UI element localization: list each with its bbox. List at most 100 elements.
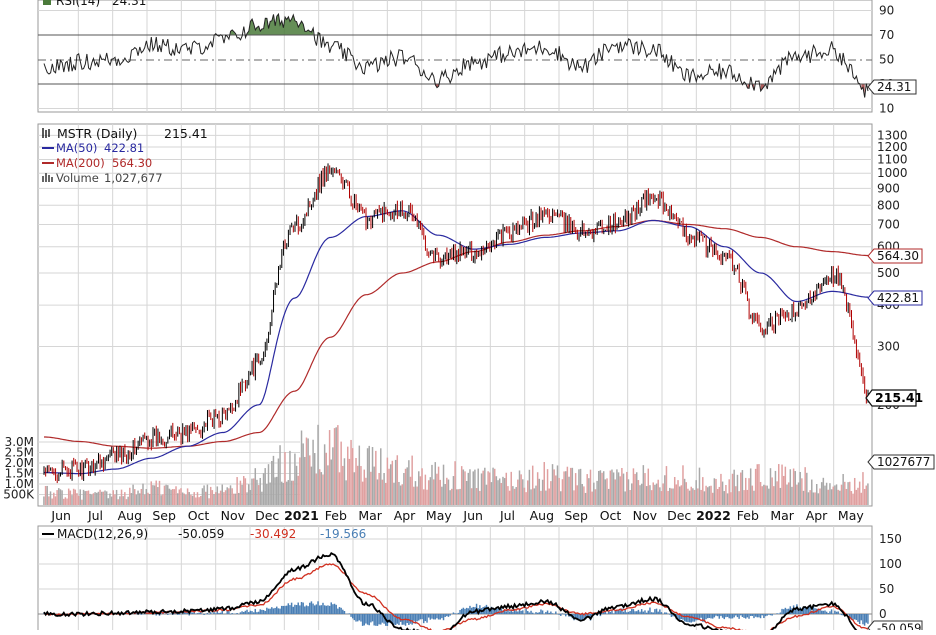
volume-bar <box>553 469 554 505</box>
macd-histogram-bar <box>438 614 439 620</box>
volume-bar <box>192 496 193 505</box>
macd-histogram-bar <box>646 613 647 614</box>
macd-histogram-bar <box>864 614 865 626</box>
volume-bar <box>307 438 308 505</box>
macd-histogram-bar <box>714 614 715 617</box>
macd-histogram-bar <box>208 614 209 615</box>
month-label: 2022 <box>696 508 731 523</box>
macd-histogram-bar <box>649 608 650 614</box>
macd-histogram-bar <box>752 614 753 616</box>
macd-histogram-bar <box>687 614 688 622</box>
volume-value-box: 1027677 <box>868 455 934 469</box>
volume-bar <box>271 461 272 505</box>
month-label: Mar <box>358 508 382 523</box>
volume-bar <box>322 474 323 505</box>
volume-bar <box>497 480 498 505</box>
macd-histogram-bar <box>203 614 204 615</box>
macd-histogram-bar <box>372 614 373 621</box>
volume-bar <box>545 491 546 505</box>
volume-bar <box>796 485 797 505</box>
volume-bar <box>714 478 715 505</box>
macd-histogram-bar <box>312 604 313 614</box>
volume-bar <box>757 464 758 505</box>
macd-histogram-bar <box>785 608 786 614</box>
macd-histogram-bar <box>368 614 369 625</box>
macd-histogram-bar <box>410 614 411 624</box>
volume-bar <box>443 465 444 505</box>
macd-histogram-bar <box>700 614 701 618</box>
volume-bar <box>236 477 237 505</box>
volume-bar <box>218 493 219 505</box>
volume-bar <box>558 478 559 505</box>
volume-bar <box>611 470 612 505</box>
volume-bar <box>651 490 652 505</box>
volume-bar <box>340 442 341 505</box>
volume-bar <box>223 492 224 505</box>
volume-bar <box>682 465 683 505</box>
macd-histogram-bar <box>431 614 432 619</box>
macd-histogram-bar <box>710 614 711 618</box>
rsi-legend: RSI(14) 24.31 <box>43 0 146 8</box>
volume-bar <box>180 488 181 505</box>
macd-histogram-bar <box>558 614 559 615</box>
macd-histogram-bar <box>215 613 216 614</box>
volume-bar <box>352 448 353 505</box>
volume-bar <box>182 492 183 505</box>
macd-histogram-bar <box>350 614 351 617</box>
macd-histogram-bar <box>532 613 533 614</box>
volume-bar <box>601 473 602 505</box>
macd-histogram-bar <box>461 609 462 614</box>
volume-bar <box>575 473 576 505</box>
volume-bar <box>228 488 229 505</box>
macd-histogram-bar <box>847 614 848 615</box>
macd-histogram-bar <box>639 612 640 614</box>
volume-bar <box>598 471 599 505</box>
volume-bar <box>230 485 231 505</box>
volume-bar <box>329 430 330 505</box>
macd-histogram-bar <box>856 614 857 620</box>
volume-bar <box>846 489 847 505</box>
volume-bar <box>828 490 829 505</box>
macd-histogram-bar <box>192 612 193 614</box>
volume-bar <box>786 485 787 505</box>
volume-bar <box>572 468 573 505</box>
macd-histogram-bar <box>344 611 345 614</box>
volume-bar <box>421 468 422 505</box>
volume-bar <box>423 489 424 505</box>
macd-histogram-bar <box>709 614 710 618</box>
volume-bar <box>641 484 642 505</box>
volume-bar <box>55 496 56 505</box>
volume-bar <box>861 493 862 505</box>
macd-legend-label: MACD(12,26,9) <box>57 527 148 541</box>
volume-bar <box>48 496 49 505</box>
volume-bar <box>748 478 749 505</box>
volume-bar <box>149 494 150 505</box>
macd-histogram-bar <box>251 611 252 614</box>
macd-histogram-bar <box>659 609 660 614</box>
volume-bar <box>619 476 620 505</box>
volume-bar <box>245 478 246 505</box>
volume-bar <box>188 492 189 505</box>
volume-bar <box>624 491 625 505</box>
volume-bar <box>707 487 708 505</box>
volume-bar <box>397 455 398 505</box>
ma200-box-value: 564.30 <box>877 249 919 263</box>
volume-bar <box>68 489 69 505</box>
volume-bar <box>174 489 175 505</box>
volume-bar <box>785 467 786 505</box>
volume-bar <box>235 494 236 505</box>
volume-bar <box>205 492 206 505</box>
volume-bar <box>362 482 363 505</box>
volume-bar <box>674 477 675 505</box>
volume-bar <box>626 472 627 505</box>
macd-histogram-bar <box>439 614 440 620</box>
volume-bar <box>552 464 553 505</box>
volume-bar <box>512 486 513 505</box>
volume-bar <box>141 489 142 505</box>
volume-bar <box>431 465 432 505</box>
macd-histogram-bar <box>436 614 437 618</box>
volume-bar <box>354 472 355 505</box>
price-tick-label: 300 <box>877 339 900 353</box>
last-price-box: 215.41 <box>866 390 923 406</box>
volume-bar <box>852 494 853 505</box>
